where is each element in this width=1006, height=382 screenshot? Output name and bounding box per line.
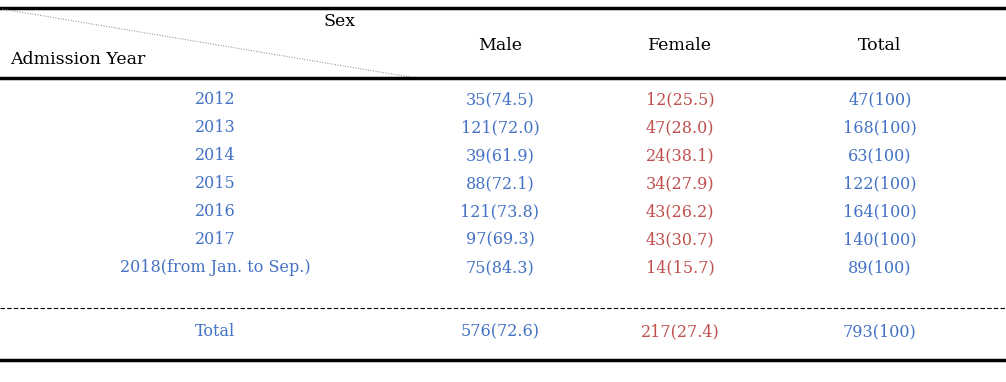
Text: 121(73.8): 121(73.8) [461, 204, 539, 220]
Text: 793(100): 793(100) [843, 324, 916, 340]
Text: Male: Male [478, 37, 522, 53]
Text: 121(72.0): 121(72.0) [461, 120, 539, 136]
Text: 88(72.1): 88(72.1) [466, 175, 534, 193]
Text: 35(74.5): 35(74.5) [466, 92, 534, 108]
Text: Sex: Sex [324, 13, 356, 31]
Text: 2016: 2016 [194, 204, 235, 220]
Text: 14(15.7): 14(15.7) [646, 259, 714, 277]
Text: 24(38.1): 24(38.1) [646, 147, 714, 165]
Text: 217(27.4): 217(27.4) [641, 324, 719, 340]
Text: 2015: 2015 [194, 175, 235, 193]
Text: 122(100): 122(100) [843, 175, 916, 193]
Text: 43(30.7): 43(30.7) [646, 231, 714, 249]
Text: 2014: 2014 [195, 147, 235, 165]
Text: 97(69.3): 97(69.3) [466, 231, 534, 249]
Text: Admission Year: Admission Year [10, 52, 146, 68]
Text: 164(100): 164(100) [843, 204, 916, 220]
Text: 47(28.0): 47(28.0) [646, 120, 714, 136]
Text: 2018(from Jan. to Sep.): 2018(from Jan. to Sep.) [120, 259, 310, 277]
Text: 576(72.6): 576(72.6) [461, 324, 539, 340]
Text: 39(61.9): 39(61.9) [466, 147, 534, 165]
Text: Total: Total [195, 324, 235, 340]
Text: 89(100): 89(100) [848, 259, 911, 277]
Text: 47(100): 47(100) [848, 92, 911, 108]
Text: 2017: 2017 [194, 231, 235, 249]
Text: 2013: 2013 [194, 120, 235, 136]
Text: 12(25.5): 12(25.5) [646, 92, 714, 108]
Text: 2012: 2012 [195, 92, 235, 108]
Text: 168(100): 168(100) [843, 120, 916, 136]
Text: 34(27.9): 34(27.9) [646, 175, 714, 193]
Text: Female: Female [648, 37, 712, 53]
Text: 63(100): 63(100) [848, 147, 911, 165]
Text: 140(100): 140(100) [843, 231, 916, 249]
Text: Total: Total [858, 37, 901, 53]
Text: 75(84.3): 75(84.3) [466, 259, 534, 277]
Text: 43(26.2): 43(26.2) [646, 204, 714, 220]
